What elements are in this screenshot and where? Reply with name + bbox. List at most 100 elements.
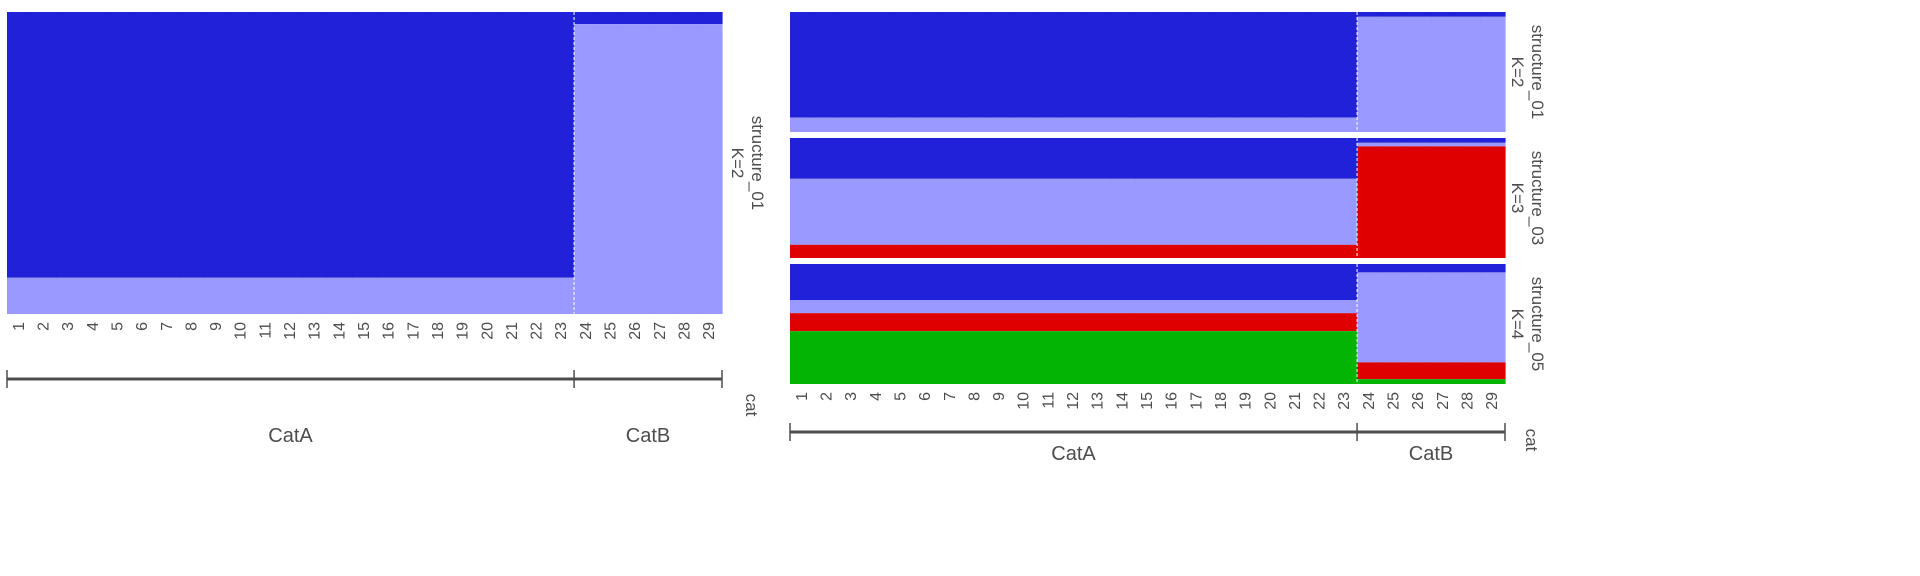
bar-segment-ind18-cluster1 xyxy=(1209,264,1235,300)
bar-segment-ind24-cluster1 xyxy=(574,12,600,25)
bar-segment-ind19-cluster2 xyxy=(450,277,477,314)
bar-segment-ind16-cluster3 xyxy=(1159,313,1186,332)
bar-segment-ind29-cluster1 xyxy=(1480,138,1506,143)
bar-segment-ind18-cluster2 xyxy=(1209,300,1235,314)
bar-segment-ind21-cluster1 xyxy=(500,12,526,278)
bar-segment-ind13-cluster3 xyxy=(1085,244,1112,258)
bar-segment-ind3-cluster2 xyxy=(839,300,865,314)
bar-segment-ind17-cluster3 xyxy=(1184,313,1210,332)
x-tick-label: 26 xyxy=(1410,392,1427,410)
bar-segment-ind13-cluster2 xyxy=(302,277,329,314)
bar-segment-ind26-cluster1 xyxy=(623,12,649,25)
bar-segment-ind15-cluster3 xyxy=(1135,313,1161,332)
bar-segment-ind22-cluster3 xyxy=(1307,244,1334,258)
bar-segment-ind3-cluster4 xyxy=(839,331,865,384)
bar-segment-ind26-cluster1 xyxy=(1406,138,1432,143)
bar-segment-ind16-cluster1 xyxy=(1159,12,1186,118)
bar-segment-ind21-cluster2 xyxy=(1283,117,1309,132)
bar-segment-ind20-cluster1 xyxy=(1258,138,1284,179)
bar-segment-ind6-cluster4 xyxy=(913,331,939,384)
bar-segment-ind12-cluster3 xyxy=(1061,313,1087,332)
bar-segment-ind29-cluster3 xyxy=(1480,362,1506,380)
bar-segment-ind2-cluster2 xyxy=(814,178,840,245)
bar-segment-ind22-cluster1 xyxy=(524,12,551,278)
bar-segment-ind28-cluster1 xyxy=(1455,138,1481,143)
x-tick-label: 25 xyxy=(1386,392,1403,410)
bar-segment-ind17-cluster2 xyxy=(401,277,427,314)
bar-segment-ind11-cluster1 xyxy=(253,12,279,278)
bar-segment-ind6-cluster2 xyxy=(913,300,939,314)
bar-segment-ind25-cluster1 xyxy=(1381,264,1407,273)
panel-k3: structure_03K=3 xyxy=(790,138,1547,258)
bar-segment-ind29-cluster4 xyxy=(1480,379,1506,384)
bar-segment-ind6-cluster1 xyxy=(913,12,939,118)
panel-k2: structure_01K=2 xyxy=(7,12,767,315)
bar-segment-ind12-cluster1 xyxy=(1061,138,1087,179)
bar-segment-ind9-cluster1 xyxy=(987,12,1013,118)
bar-segment-ind4-cluster1 xyxy=(80,12,107,278)
bar-segment-ind12-cluster2 xyxy=(278,277,304,314)
x-tick-label: 8 xyxy=(183,322,200,331)
bar-segment-ind12-cluster2 xyxy=(1061,300,1087,314)
bar-segment-ind6-cluster2 xyxy=(913,117,939,132)
bar-segment-ind19-cluster4 xyxy=(1233,331,1260,384)
bar-segment-ind26-cluster3 xyxy=(1406,362,1432,380)
panel-k2: structure_01K=2 xyxy=(790,12,1547,132)
bar-segment-ind5-cluster2 xyxy=(105,277,131,314)
x-tick-label: 29 xyxy=(1484,392,1501,410)
x-tick-label: 2 xyxy=(35,322,52,331)
bar-segment-ind9-cluster2 xyxy=(987,117,1013,132)
strip-label-k: K=2 xyxy=(728,148,747,179)
bar-segment-ind29-cluster2 xyxy=(1480,272,1506,363)
bar-segment-ind29-cluster3 xyxy=(1480,146,1506,258)
strip-label-run: structure_01 xyxy=(748,116,767,211)
bar-segment-ind23-cluster2 xyxy=(1332,300,1358,314)
bar-segment-ind7-cluster2 xyxy=(937,300,964,314)
bar-segment-ind12-cluster2 xyxy=(1061,178,1087,245)
bar-segment-ind14-cluster1 xyxy=(1110,264,1136,300)
bar-segment-ind5-cluster2 xyxy=(888,300,914,314)
bar-segment-ind23-cluster2 xyxy=(1332,178,1358,245)
x-tick-label: 4 xyxy=(868,392,885,401)
x-tick-label: 17 xyxy=(1188,392,1205,410)
bar-segment-ind14-cluster3 xyxy=(1110,244,1136,258)
bar-segment-ind7-cluster1 xyxy=(937,264,964,300)
structure-chart-single-k: structure_01K=21 2 3 4 5 6 7 8 9 10 11 12 13 14 15 16 17… xyxy=(6,12,767,447)
bar-segment-ind1-cluster3 xyxy=(790,244,816,258)
bar-segment-ind13-cluster3 xyxy=(1085,313,1112,332)
strip-label-run: structure_05 xyxy=(1528,277,1547,372)
x-tick-label: 27 xyxy=(1435,392,1452,410)
x-tick-label: 14 xyxy=(1114,392,1131,410)
bar-segment-ind5-cluster2 xyxy=(888,117,914,132)
bar-segment-ind16-cluster1 xyxy=(1159,264,1186,300)
bar-segment-ind23-cluster1 xyxy=(1332,12,1358,118)
bar-segment-ind13-cluster4 xyxy=(1085,331,1112,384)
bar-segment-ind8-cluster1 xyxy=(962,12,988,118)
bar-segment-ind29-cluster2 xyxy=(1480,142,1506,147)
group-axis-title: cat xyxy=(742,394,761,417)
bar-segment-ind27-cluster2 xyxy=(1431,272,1457,363)
bar-segment-ind3-cluster1 xyxy=(56,12,82,278)
bar-segment-ind29-cluster1 xyxy=(697,12,723,25)
bar-segment-ind20-cluster1 xyxy=(475,12,501,278)
x-tick-label: 19 xyxy=(1238,392,1255,410)
x-tick-label: 22 xyxy=(1312,392,1329,410)
bar-segment-ind8-cluster1 xyxy=(179,12,205,278)
bar-segment-ind4-cluster2 xyxy=(80,277,107,314)
bar-segment-ind29-cluster2 xyxy=(697,24,723,315)
bar-segment-ind3-cluster3 xyxy=(839,313,865,332)
strip-label-k: K=2 xyxy=(1508,57,1527,88)
bar-segment-ind22-cluster2 xyxy=(1307,117,1334,132)
bar-segment-ind24-cluster3 xyxy=(1357,146,1383,258)
bar-segment-ind8-cluster3 xyxy=(962,313,988,332)
bar-segment-ind2-cluster3 xyxy=(814,244,840,258)
bar-segment-ind28-cluster2 xyxy=(1455,272,1481,363)
x-tick-label: 1 xyxy=(794,392,811,401)
bar-segment-ind4-cluster2 xyxy=(863,178,890,245)
bar-segment-ind25-cluster1 xyxy=(598,12,624,25)
bar-segment-ind23-cluster3 xyxy=(1332,313,1358,332)
bar-segment-ind10-cluster2 xyxy=(228,277,255,314)
x-tick-label: 26 xyxy=(627,322,644,340)
x-tick-label: 18 xyxy=(1213,392,1230,410)
bar-segment-ind16-cluster1 xyxy=(376,12,403,278)
